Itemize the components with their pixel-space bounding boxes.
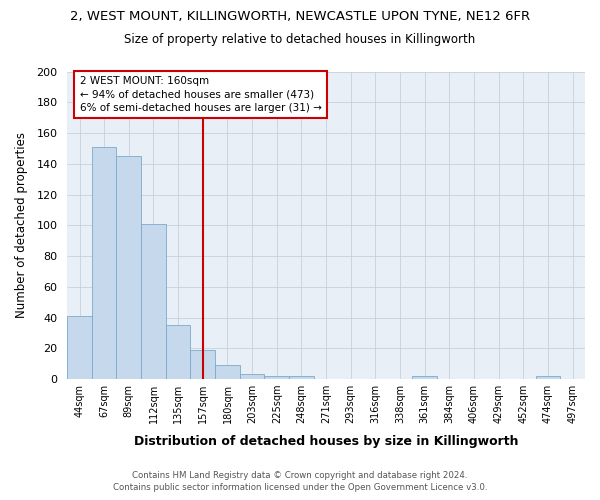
Bar (536, 376, 560, 379)
Bar (265, 376, 289, 379)
Bar (190, 350, 215, 379)
Text: 2, WEST MOUNT, KILLINGWORTH, NEWCASTLE UPON TYNE, NE12 6FR: 2, WEST MOUNT, KILLINGWORTH, NEWCASTLE U… (70, 10, 530, 23)
Y-axis label: Number of detached properties: Number of detached properties (15, 132, 28, 318)
Bar (92, 147, 116, 379)
Text: Size of property relative to detached houses in Killingworth: Size of property relative to detached ho… (124, 32, 476, 46)
X-axis label: Distribution of detached houses by size in Killingworth: Distribution of detached houses by size … (134, 434, 518, 448)
Bar (215, 365, 240, 379)
Bar (412, 376, 437, 379)
Text: 2 WEST MOUNT: 160sqm
← 94% of detached houses are smaller (473)
6% of semi-detac: 2 WEST MOUNT: 160sqm ← 94% of detached h… (80, 76, 322, 112)
Text: Contains HM Land Registry data © Crown copyright and database right 2024.
Contai: Contains HM Land Registry data © Crown c… (113, 471, 487, 492)
Bar (240, 374, 265, 379)
Bar (67, 316, 92, 379)
Bar (289, 376, 314, 379)
Bar (141, 224, 166, 379)
Bar (116, 156, 141, 379)
Bar (166, 325, 190, 379)
